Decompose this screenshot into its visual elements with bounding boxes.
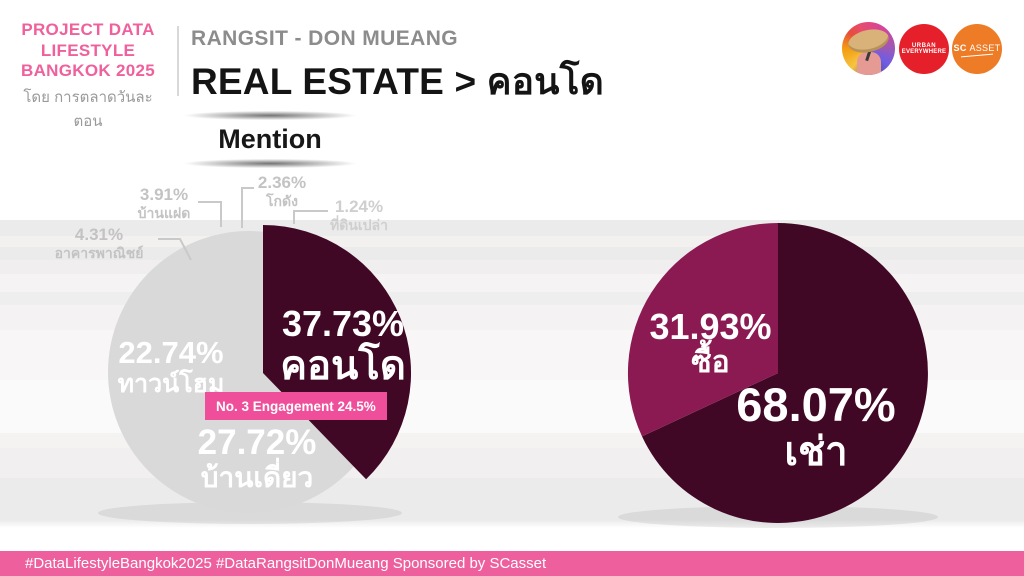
footer-bar: #DataLifestyleBangkok2025 #DataRangsitDo… [0,551,1024,576]
townhome-percent: 22.74% [118,335,224,370]
twin-house-percent: 3.91% [139,185,189,204]
warehouse-name: โกดัง [266,192,298,209]
callout-line-commercial [158,238,192,261]
condo-percent: 37.73% [281,303,405,344]
pie-slice-buy [627,222,778,437]
warehouse-percent: 2.36% [257,173,307,192]
buy-name: ซื้อ [691,345,730,379]
callout-line-twin-house [198,201,222,227]
sc-asset-text: SC ASSET [953,42,1001,53]
slice-label-buy: 31.93% ซื้อ [638,308,783,380]
slice-label-empty-land: 1.24% ที่ดินเปล่า [322,197,396,234]
commercial-percent: 4.31% [74,225,124,244]
rent-percent: 68.07% [736,378,896,431]
footer-hashtags: #DataLifestyleBangkok2025 #DataRangsitDo… [25,555,547,572]
slice-label-rent: 68.07% เช่า [718,380,914,475]
brand-title-line1: PROJECT DATA [21,20,155,39]
empty-land-percent: 1.24% [334,197,384,216]
rent-name: เช่า [784,430,848,475]
urban-everywhere-text-line1: URBAN [911,43,937,49]
logo-person-figure [857,52,881,75]
slice-label-detached-house: 27.72% บ้านเดี่ยว [194,423,320,494]
empty-land-name: ที่ดินเปล่า [329,216,388,233]
slice-label-twin-house: 3.91% บ้านแฝด [128,185,200,222]
slice-label-condo: 37.73% คอนโด [268,305,418,389]
brand-title-line2: LIFESTYLE [40,40,136,60]
commercial-name: อาคารพาณิชย์ [54,244,144,261]
mention-ribbon: Mention [138,120,402,159]
sc-asset-logo: SC ASSET [952,24,1002,74]
header-divider [177,26,179,96]
slice-label-commercial-building: 4.31% อาคารพาณิชย์ [36,225,162,262]
left-pie-shadow [98,502,402,524]
pie-slice-rent [642,223,928,523]
callout-line-empty-land [293,210,328,224]
engagement-badge: No. 3 Engagement 24.5% [205,392,387,420]
callout-line-warehouse [241,187,254,228]
brand-title-line3: BANGKOK 2025 [21,61,155,81]
mention-ribbon-shadow-bottom [150,157,390,170]
detached-house-percent: 27.72% [197,423,317,462]
page-title: REAL ESTATE > คอนโด [191,61,604,102]
slice-label-townhome: 22.74% ทาวน์โฮม [110,335,232,398]
twin-house-name: บ้านแฝด [137,204,191,221]
condo-name: คอนโด [280,343,406,388]
urban-everywhere-logo: URBAN EVERYWHERE [899,24,949,74]
detached-house-name: บ้านเดี่ยว [200,461,314,493]
slice-label-warehouse: 2.36% โกดัง [246,173,318,210]
brand-block: PROJECT DATA LIFESTYLE BANGKOK 2025 โดย … [10,20,166,133]
mention-ribbon-shadow-top [150,109,390,122]
brand-title: PROJECT DATA LIFESTYLE BANGKOK 2025 [10,20,166,82]
area-label: RANGSIT - DON MUEANG [191,27,458,50]
section-label: Mention [218,124,322,154]
everyday-marketing-logo [842,22,895,75]
buy-percent: 31.93% [649,306,772,347]
brand-subtitle: โดย การตลาดวันละตอน [23,89,153,131]
urban-everywhere-text-line2: EVERYWHERE [901,49,947,55]
